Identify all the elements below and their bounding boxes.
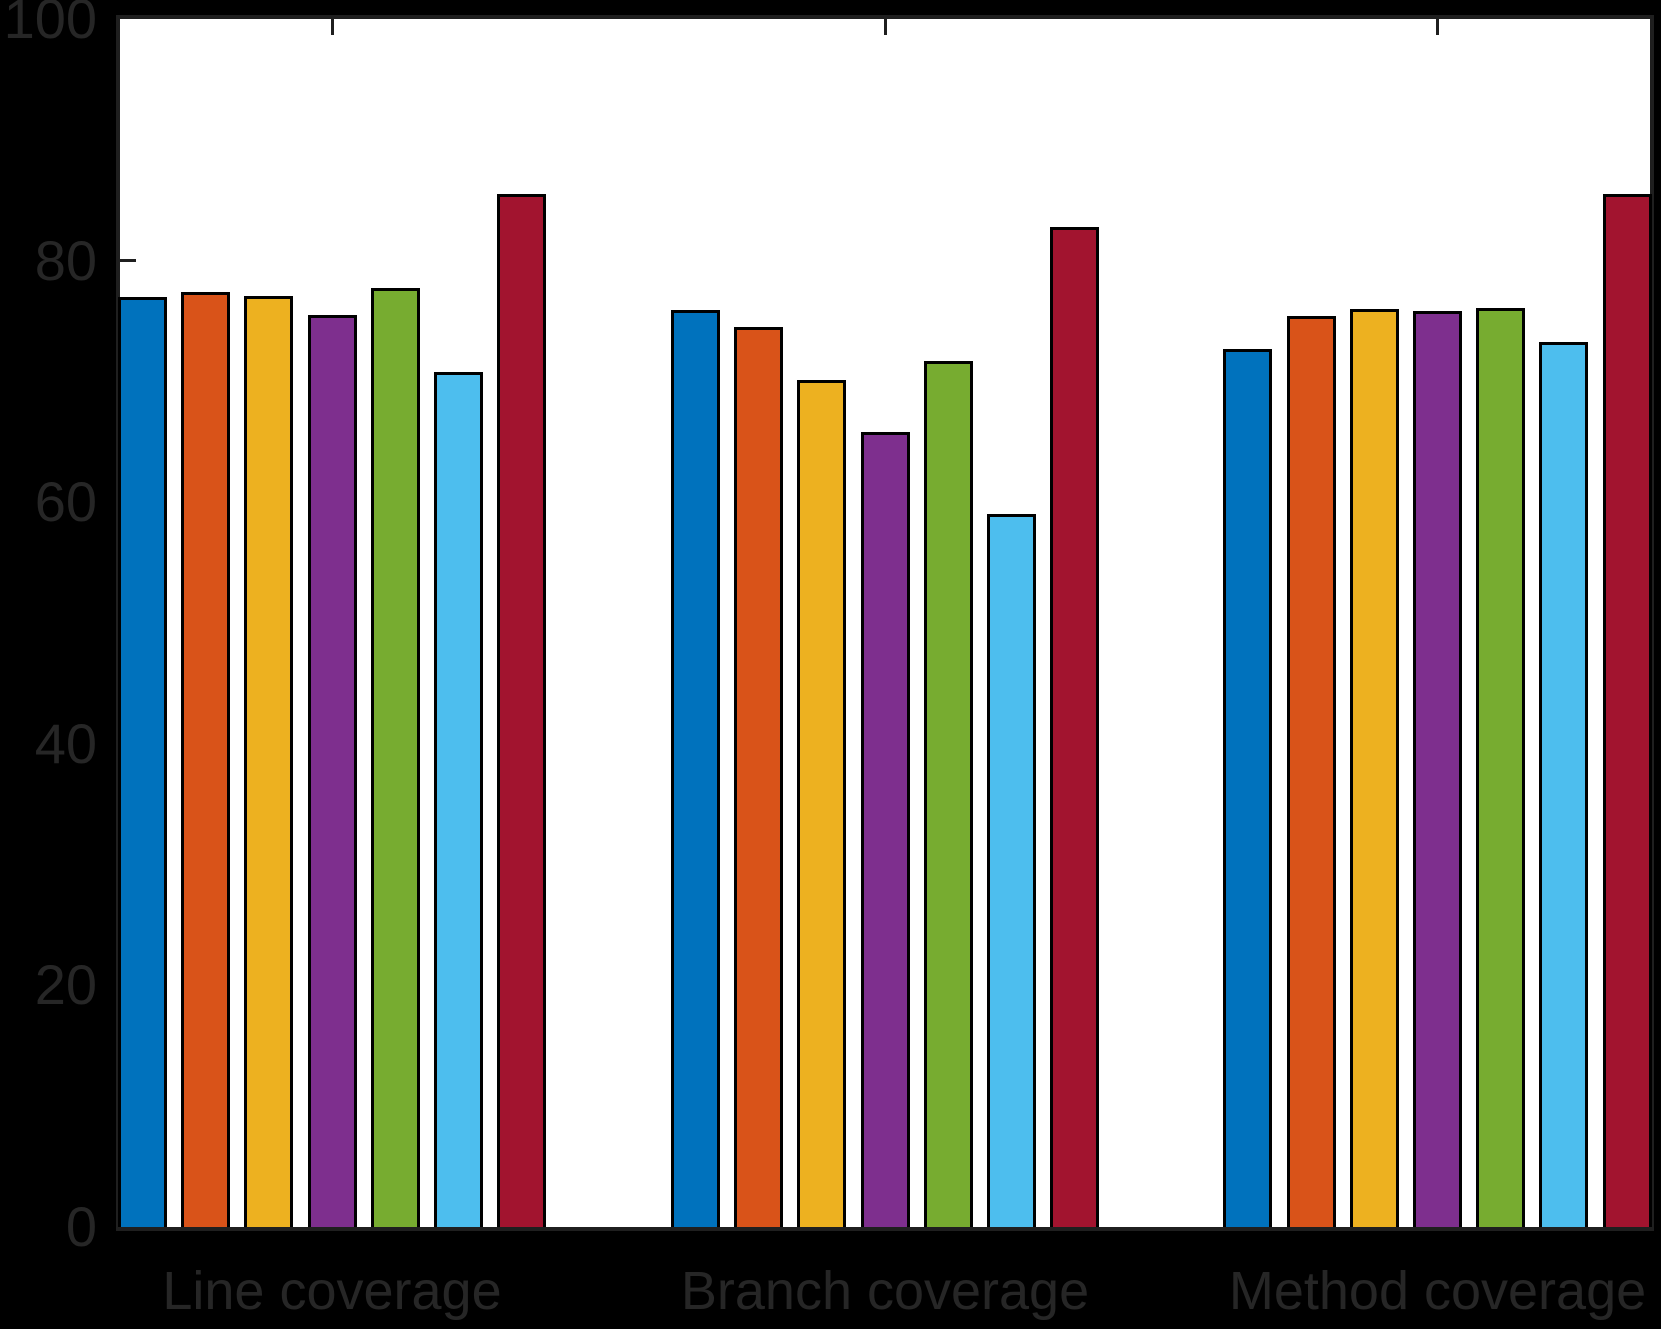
x-axis-category-label: Branch coverage <box>680 1261 1090 1321</box>
bar-orange-line-coverage <box>181 292 231 1227</box>
y-axis-tick-label: 80 <box>34 228 97 292</box>
bar-purple-branch-coverage <box>860 432 910 1227</box>
bar-light-blue-branch-coverage <box>986 514 1036 1227</box>
plot-area <box>116 15 1654 1231</box>
bar-green-branch-coverage <box>923 361 973 1227</box>
bar-light-blue-method-coverage <box>1539 342 1589 1227</box>
bar-yellow-line-coverage <box>244 296 294 1227</box>
bar-purple-line-coverage <box>307 315 357 1227</box>
bar-orange-method-coverage <box>1286 316 1336 1227</box>
x-axis-tick <box>883 19 887 35</box>
bar-blue-method-coverage <box>1223 349 1273 1227</box>
x-axis-tick <box>1436 19 1439 35</box>
bar-dark-red-method-coverage <box>1602 194 1652 1227</box>
bar-blue-line-coverage <box>117 297 167 1227</box>
bar-light-blue-line-coverage <box>433 372 483 1227</box>
bar-purple-method-coverage <box>1413 311 1462 1227</box>
y-axis-tick-label: 20 <box>34 953 97 1017</box>
bar-yellow-method-coverage <box>1349 309 1399 1227</box>
y-axis-tick-label: 100 <box>3 0 97 50</box>
bar-orange-branch-coverage <box>734 327 784 1227</box>
bar-dark-red-branch-coverage <box>1050 227 1100 1227</box>
bar-dark-red-line-coverage <box>497 194 547 1227</box>
bar-blue-branch-coverage <box>670 310 720 1227</box>
bar-green-line-coverage <box>370 288 420 1227</box>
bar-yellow-branch-coverage <box>797 380 847 1227</box>
y-axis-tick-label: 60 <box>34 470 97 534</box>
x-axis-category-label: Method coverage <box>1228 1261 1647 1321</box>
x-axis-tick <box>330 19 334 35</box>
y-axis-tick <box>120 259 136 263</box>
y-axis-tick-label: 0 <box>65 1195 97 1258</box>
bar-green-method-coverage <box>1476 308 1526 1227</box>
y-axis-tick-label: 40 <box>34 711 97 775</box>
x-axis-category-label: Line coverage <box>162 1261 502 1321</box>
